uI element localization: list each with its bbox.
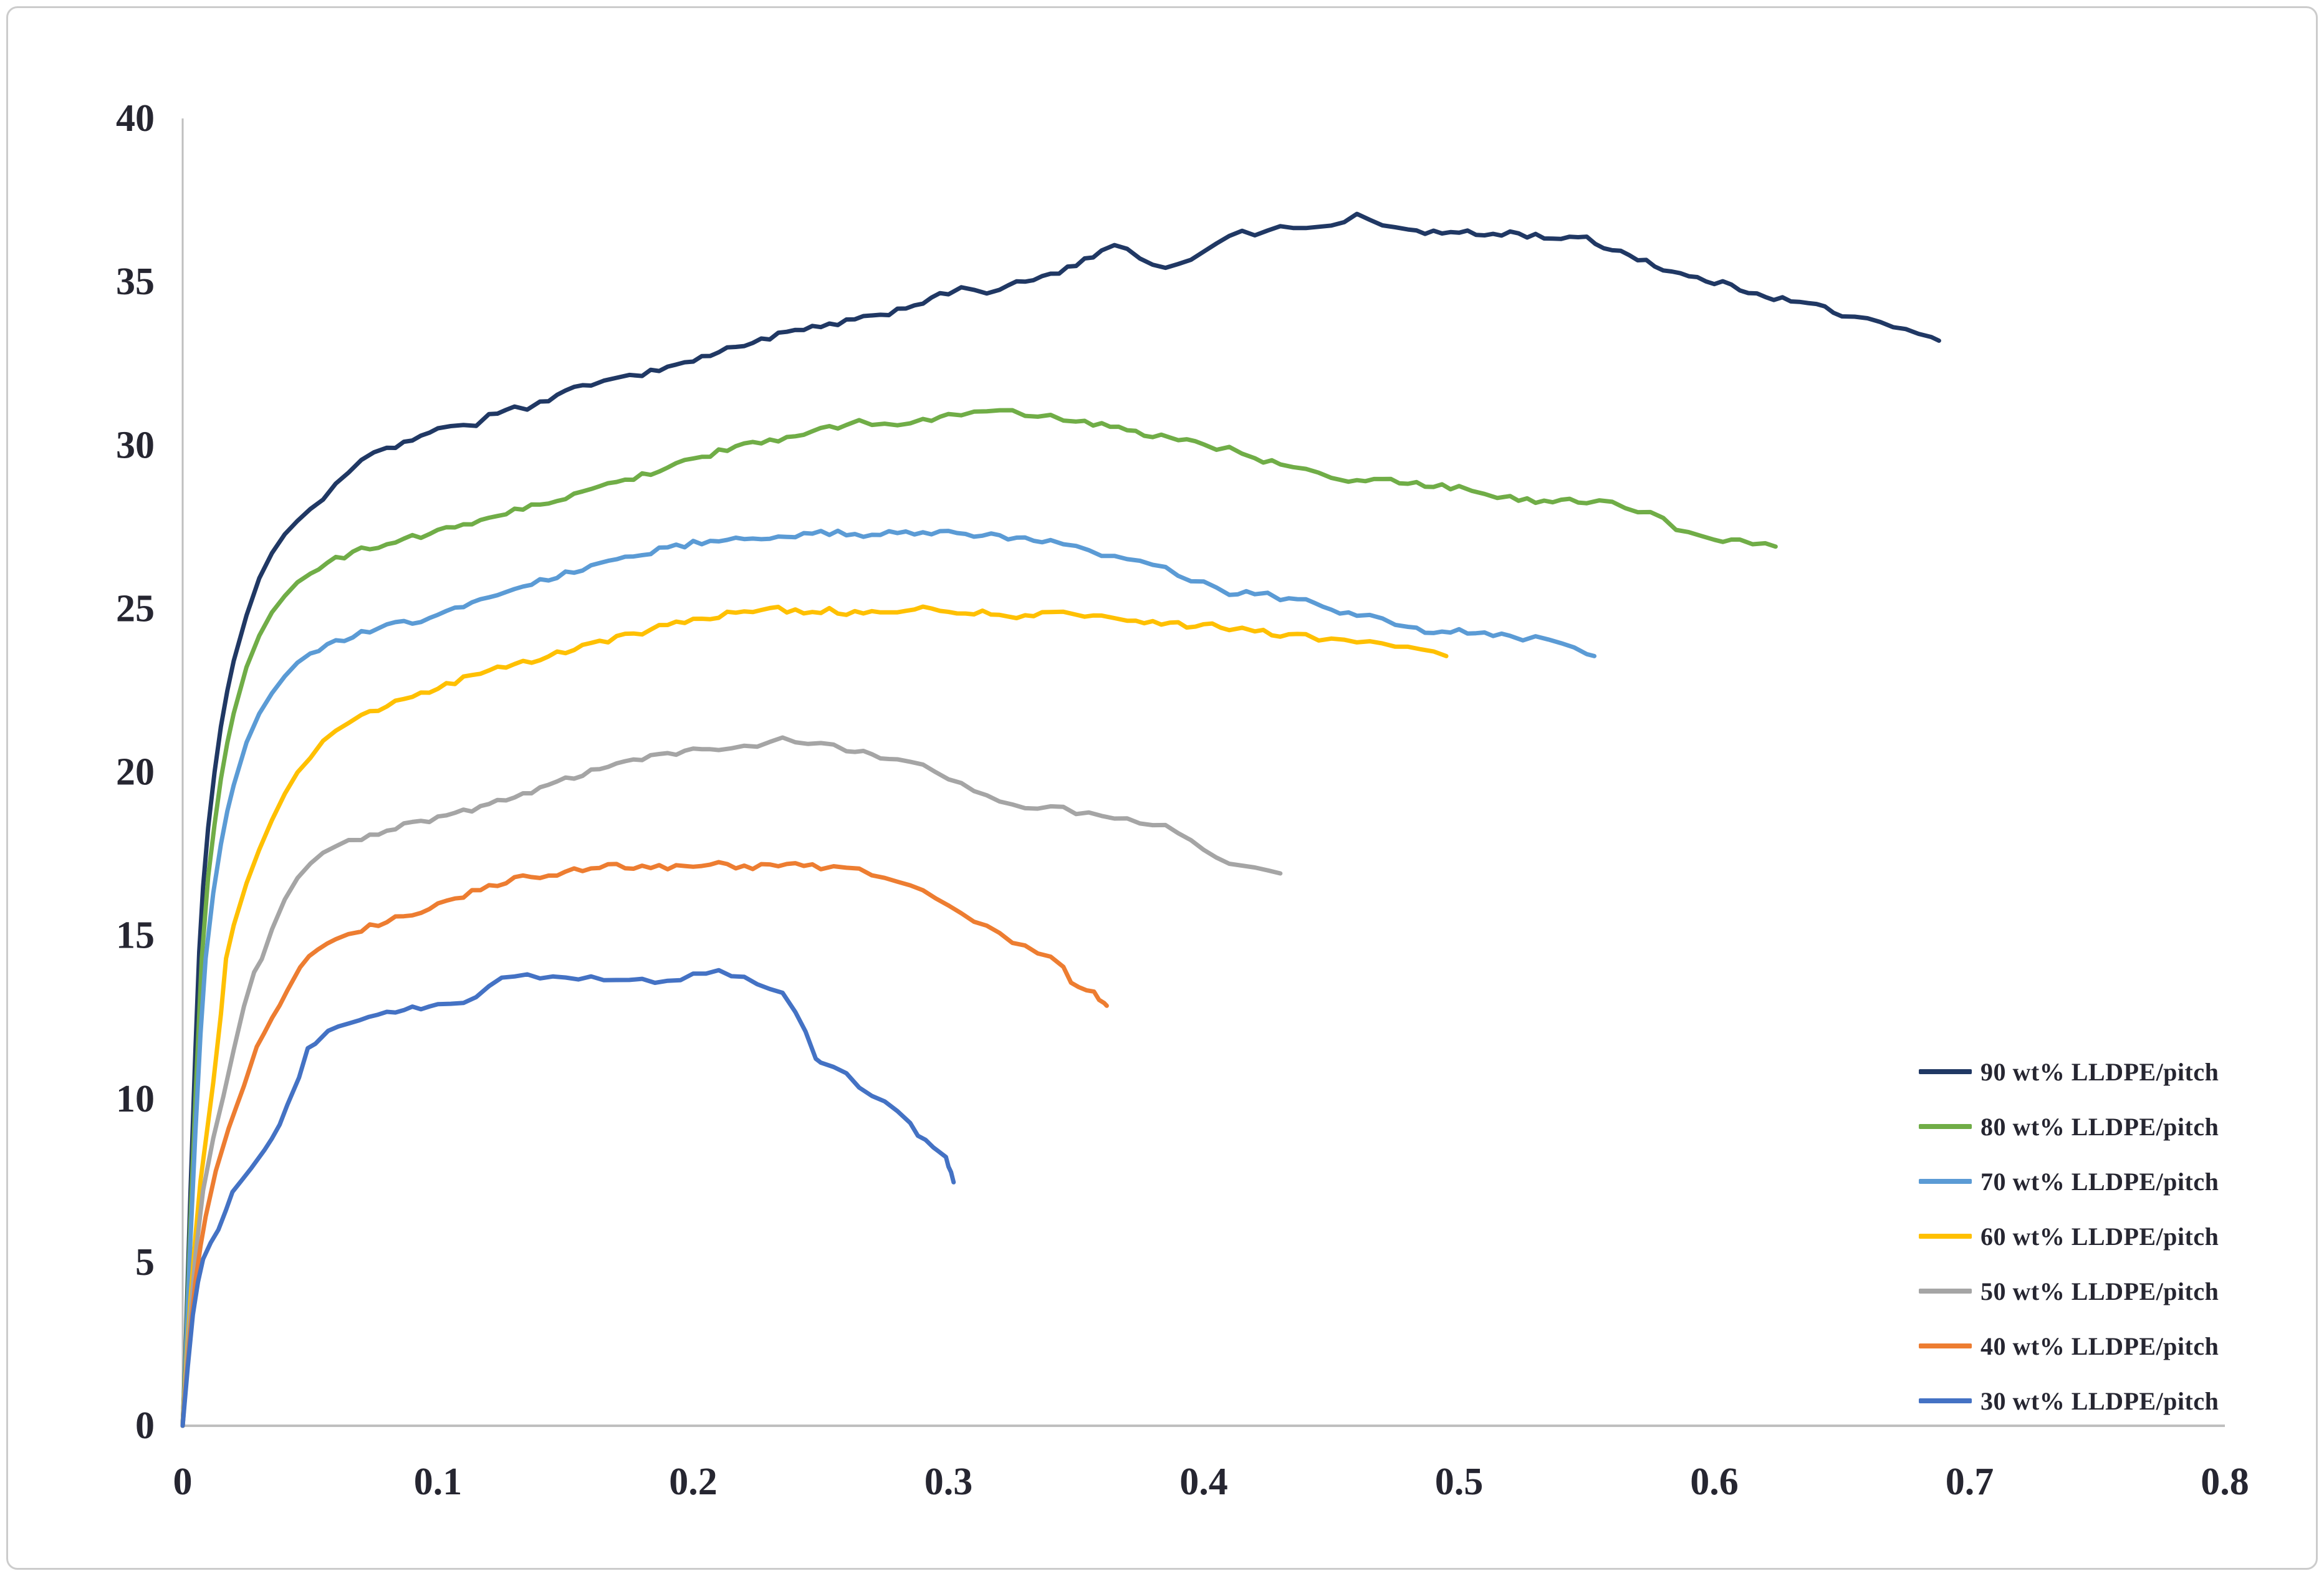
legend-label: 40 wt% LLDPE/pitch [1981, 1332, 2219, 1360]
x-tick-label: 0.3 [924, 1461, 973, 1503]
legend: 90 wt% LLDPE/pitch 80 wt% LLDPE/pitch 70 w… [1919, 1044, 2219, 1428]
legend-line-sample [1919, 1069, 1972, 1074]
y-tick-label: 0 [135, 1405, 155, 1447]
legend-line-sample [1919, 1179, 1972, 1184]
y-tick-label: 30 [116, 424, 155, 466]
legend-line-sample [1919, 1124, 1972, 1129]
legend-item: 60 wt% LLDPE/pitch [1919, 1209, 2219, 1264]
legend-item: 70 wt% LLDPE/pitch [1919, 1154, 2219, 1209]
series-line [180, 528, 1597, 1428]
y-tick-label: 35 [116, 261, 155, 303]
x-tick-label: 0.6 [1690, 1461, 1739, 1503]
legend-line-sample [1919, 1343, 1972, 1348]
series-line [180, 408, 1778, 1428]
legend-label: 80 wt% LLDPE/pitch [1981, 1112, 2219, 1141]
y-tick-label: 10 [116, 1078, 155, 1120]
legend-label: 60 wt% LLDPE/pitch [1981, 1222, 2219, 1251]
x-tick-label: 0.5 [1435, 1461, 1484, 1503]
series-line [180, 860, 1109, 1428]
y-tick-label: 15 [116, 915, 155, 957]
legend-line-sample [1919, 1398, 1972, 1403]
y-tick-label: 40 [116, 97, 155, 140]
legend-item: 50 wt% LLDPE/pitch [1919, 1264, 2219, 1319]
legend-item: 40 wt% LLDPE/pitch [1919, 1319, 2219, 1373]
x-tick-label: 0.8 [2201, 1461, 2249, 1503]
legend-label: 90 wt% LLDPE/pitch [1981, 1057, 2219, 1086]
legend-item: 30 wt% LLDPE/pitch [1919, 1373, 2219, 1428]
legend-item: 90 wt% LLDPE/pitch [1919, 1044, 2219, 1099]
y-tick-label: 25 [116, 587, 155, 630]
legend-label: 50 wt% LLDPE/pitch [1981, 1277, 2219, 1305]
series-line [180, 604, 1449, 1428]
series-line [180, 211, 1941, 1428]
legend-line-sample [1919, 1289, 1972, 1294]
legend-item: 80 wt% LLDPE/pitch [1919, 1099, 2219, 1154]
x-tick-label: 0.1 [414, 1461, 463, 1503]
series-line [180, 968, 956, 1428]
x-tick-label: 0.4 [1179, 1461, 1228, 1503]
x-tick-label: 0.7 [1946, 1461, 1994, 1503]
y-tick-label: 20 [116, 751, 155, 794]
legend-label: 30 wt% LLDPE/pitch [1981, 1386, 2219, 1415]
series-line [180, 735, 1283, 1428]
legend-line-sample [1919, 1234, 1972, 1239]
x-tick-label: 0 [173, 1461, 193, 1503]
x-tick-label: 0.2 [669, 1461, 718, 1503]
y-tick-label: 5 [135, 1241, 155, 1284]
legend-label: 70 wt% LLDPE/pitch [1981, 1167, 2219, 1196]
